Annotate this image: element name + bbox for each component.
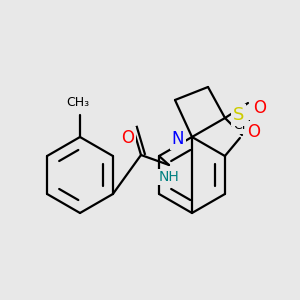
Text: N: N <box>172 130 184 148</box>
Text: NH: NH <box>159 170 179 184</box>
Text: S: S <box>233 106 244 124</box>
Text: CH₃: CH₃ <box>66 95 90 109</box>
Text: CH₃: CH₃ <box>233 119 256 133</box>
Text: O: O <box>253 99 266 117</box>
Text: O: O <box>122 129 134 147</box>
Text: O: O <box>247 123 260 141</box>
